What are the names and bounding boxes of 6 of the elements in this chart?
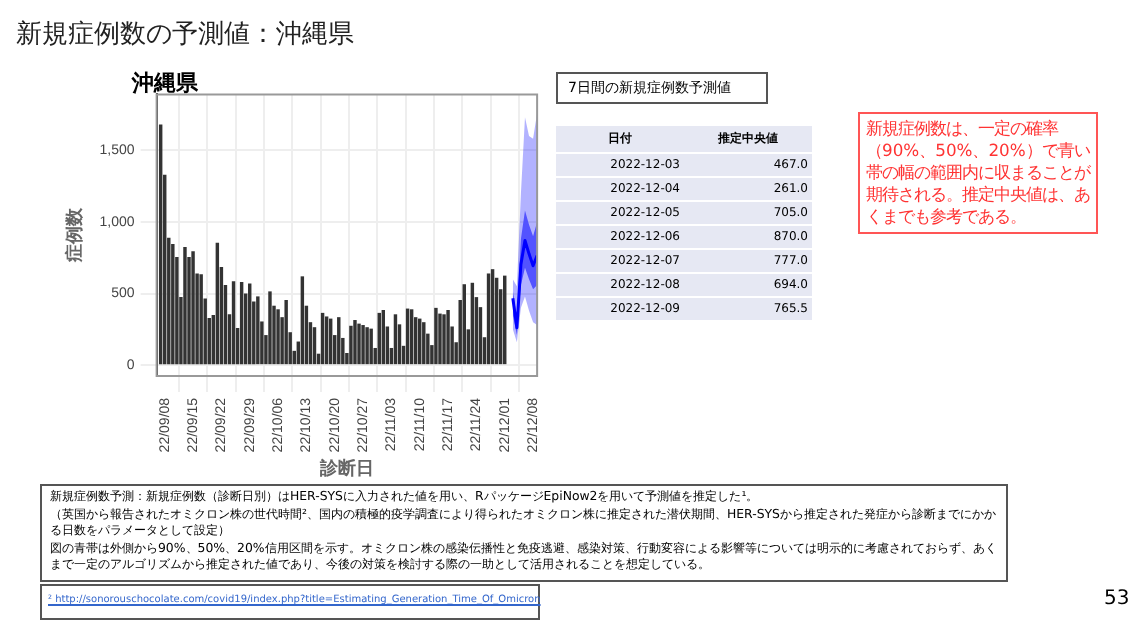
chart-title: 新規症例数の予測値：沖縄県: [16, 18, 354, 52]
text: 新規症例数は、一定の確率（90%、50%、20%）で青い帯の幅の範囲内に収まることが期待される。推定中央値は、あくまでも参考である。: [858, 112, 1098, 234]
y-axis-title: 症例数: [63, 206, 84, 265]
chart-subtitle: 沖縄県: [132, 68, 198, 98]
x-axis-title: 診断日: [317, 458, 374, 479]
text: 53: [1104, 588, 1130, 610]
